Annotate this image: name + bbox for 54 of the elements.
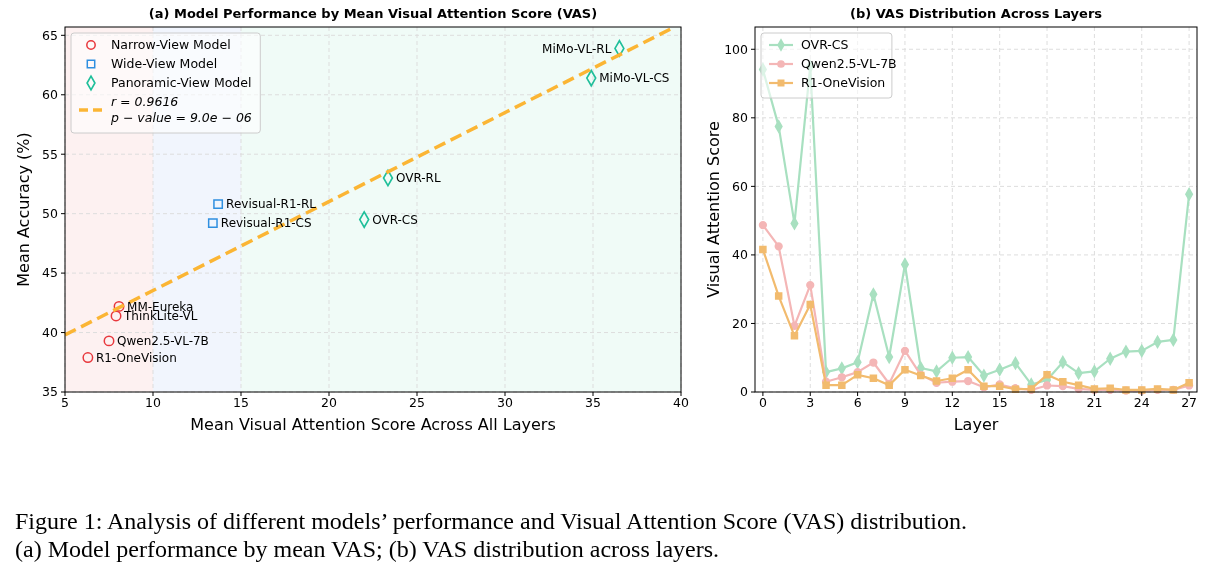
chart-title: (b) VAS Distribution Across Layers bbox=[849, 6, 1103, 21]
x-tick-label: 18 bbox=[1039, 395, 1056, 410]
x-tick-label: 20 bbox=[321, 395, 337, 410]
annotation: OVR-CS bbox=[372, 212, 418, 227]
text: (a) Model performance by mean VAS; (b) VAS distribution across layers. bbox=[15, 536, 720, 562]
x-axis-title: Mean Visual Attention Score Across All Layers bbox=[190, 415, 556, 434]
y-tick-label: 50 bbox=[42, 206, 59, 222]
x-axis-title: Layer bbox=[953, 415, 999, 434]
annotation: Qwen2.5-VL-7B bbox=[117, 334, 209, 349]
annotation: R1-OneVision bbox=[95, 350, 177, 365]
x-tick-label: 6 bbox=[853, 395, 862, 410]
x-tick-label: 0 bbox=[758, 395, 767, 410]
y-tick-label: 65 bbox=[42, 27, 58, 43]
legend-label: OVR-CS bbox=[801, 37, 849, 53]
chart-title: (a) Model Performance by Mean Visual Attention Score (VAS) bbox=[148, 6, 598, 21]
y-tick-label: 20 bbox=[732, 315, 749, 331]
y-tick-label: 0 bbox=[740, 384, 749, 400]
y-tick-label: 80 bbox=[732, 110, 749, 126]
x-tick-label: 15 bbox=[991, 395, 1008, 410]
y-tick-label: 55 bbox=[42, 146, 58, 162]
legend-label: r = 0.9616 p − value = 9.0e − 06 bbox=[110, 94, 252, 126]
y-axis-title: Mean Accuracy (%) bbox=[14, 132, 33, 287]
x-tick-label: 10 bbox=[145, 395, 161, 410]
y-tick-label: 60 bbox=[42, 87, 59, 103]
y-tick-label: 60 bbox=[732, 178, 749, 194]
legend-label: Panoramic-View Model bbox=[111, 75, 252, 91]
y-tick-label: 40 bbox=[732, 247, 749, 263]
y-tick-label: 100 bbox=[724, 41, 749, 57]
x-tick-label: 21 bbox=[1086, 395, 1103, 410]
y-tick-label: 45 bbox=[42, 265, 58, 281]
annotation: OVR-RL bbox=[395, 171, 441, 186]
x-tick-label: 5 bbox=[61, 395, 69, 410]
legend-label: Qwen2.5-VL-7B bbox=[801, 56, 897, 72]
y-tick-label: 40 bbox=[42, 324, 59, 340]
x-tick-label: 27 bbox=[1181, 395, 1198, 410]
annotation: Revisual-R1-CS bbox=[220, 216, 312, 231]
caption: Figure 1: Analysis of different models’ performance and Visual Attention Score (VAS) distribution. bbox=[15, 508, 967, 534]
x-tick-label: 12 bbox=[944, 395, 961, 410]
x-tick-label: 25 bbox=[409, 395, 425, 410]
x-tick-label: 35 bbox=[585, 395, 601, 410]
x-tick-label: 9 bbox=[900, 395, 909, 410]
x-tick-label: 40 bbox=[673, 395, 689, 410]
x-tick-label: 24 bbox=[1133, 395, 1150, 410]
y-axis-title: Visual Attention Score bbox=[704, 121, 723, 298]
annotation: Revisual-R1-RL bbox=[226, 197, 317, 212]
annotation: MiMo-VL-CS bbox=[599, 71, 670, 86]
x-tick-label: 3 bbox=[806, 395, 815, 410]
x-tick-label: 30 bbox=[497, 395, 513, 410]
legend-label: R1-OneVision bbox=[801, 75, 886, 91]
legend-label: Narrow-View Model bbox=[111, 37, 231, 53]
x-tick-label: 15 bbox=[233, 395, 249, 410]
y-tick-label: 35 bbox=[42, 384, 58, 400]
legend-label: Wide-View Model bbox=[111, 56, 218, 72]
annotation: MiMo-VL-RL bbox=[542, 41, 612, 56]
